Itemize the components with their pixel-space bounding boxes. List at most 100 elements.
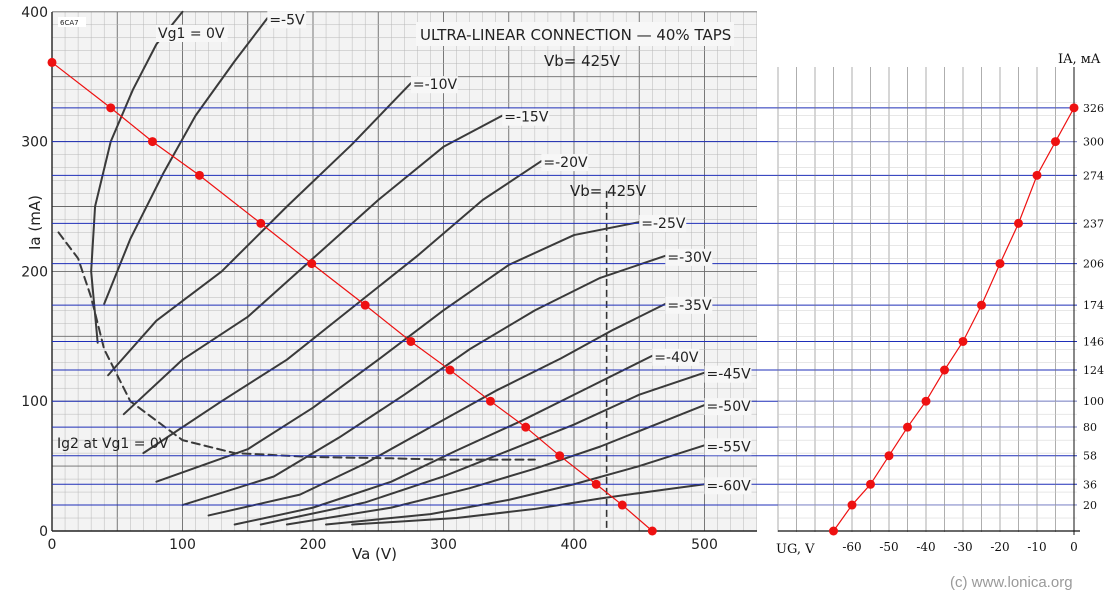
- x-tick-label: 300: [430, 537, 457, 553]
- curve-label-bg: [267, 11, 307, 29]
- transfer-curve-point: [921, 396, 931, 406]
- transfer-y-tick-label: 326: [1083, 102, 1104, 115]
- transfer-curve-point: [847, 500, 857, 510]
- transfer-x-tick-labels: -60 -50 -40 -30 -20 -10 0: [842, 540, 1077, 554]
- load-line: [47, 57, 657, 536]
- plate-curve: [181, 254, 667, 507]
- curve-label: =-35V: [667, 298, 712, 314]
- transfer-y-tick-label: 206: [1083, 258, 1104, 271]
- curve-label: =-40V: [654, 350, 699, 366]
- ig2-curve: [57, 231, 536, 461]
- transfer-curve-point: [977, 300, 986, 310]
- plate-curve: [155, 221, 641, 483]
- x-tick-label: 500: [691, 537, 718, 553]
- plate-curve: [122, 114, 504, 416]
- curve-label-bg: [665, 296, 713, 314]
- plate-curve: [207, 302, 667, 517]
- transfer-characteristic-chart: -60 -50 -40 -30 -20 -10 0 326 300 274 237 206 174 14…: [776, 52, 1104, 557]
- transfer-grid: [777, 67, 1080, 535]
- ig2-annotation: Ig2 at Vg1 = 0V: [57, 436, 169, 452]
- corner-tag: 6CA7: [60, 19, 79, 27]
- transfer-curve-point: [1032, 170, 1042, 180]
- title-box: [416, 22, 734, 46]
- plate-characteristics-chart: ULTRA-LINEAR CONNECTION — 40% TAPS Vb= 4…: [21, 5, 1077, 563]
- load-line-point: [591, 479, 601, 489]
- transfer-curve-point: [1051, 137, 1060, 147]
- curve-label-bg: [652, 348, 700, 366]
- curve-label-bg: [410, 76, 458, 94]
- y-tick-label: 100: [21, 394, 48, 410]
- load-line-point: [47, 57, 57, 67]
- x-tick-label: 200: [300, 537, 327, 553]
- curve-label: =-20V: [543, 155, 588, 171]
- load-line-point: [617, 500, 627, 510]
- current-level-lines: [52, 107, 1077, 506]
- curve-label-bg: [639, 215, 687, 233]
- curve-label: =-50V: [707, 399, 752, 415]
- grid-voltage-labels: Vg1 = 0V =-5V =-10V =-15V =-20V =-25V =-30V =-3…: [156, 11, 752, 495]
- curve-label: Vg1 = 0V: [158, 26, 225, 42]
- load-line-point: [106, 103, 116, 113]
- load-line-point: [445, 365, 455, 375]
- curve-label-bg: [665, 248, 713, 266]
- transfer-y-tick-label: 300: [1083, 136, 1104, 149]
- curve-label: =-15V: [504, 110, 549, 126]
- plate-curve: [285, 404, 706, 526]
- y-tick-label: 300: [21, 135, 48, 151]
- x-tick-label: 100: [169, 537, 196, 553]
- plate-curve: [259, 371, 706, 526]
- transfer-x-tick-label: -50: [879, 540, 898, 554]
- plate-curve: [107, 82, 412, 377]
- transfer-curve: [829, 103, 1079, 536]
- transfer-y-tick-label: 146: [1083, 335, 1104, 348]
- curve-label: =-5V: [269, 12, 305, 28]
- transfer-y-tick-label: 274: [1083, 169, 1104, 182]
- x-tick-label: 400: [561, 537, 588, 553]
- transfer-curve-point: [829, 526, 838, 536]
- load-line-point: [307, 259, 317, 269]
- transfer-curve-point: [1069, 103, 1079, 113]
- transfer-x-tick-label: -30: [953, 540, 972, 554]
- curve-label-bg: [704, 477, 752, 495]
- load-line-point: [555, 451, 565, 461]
- x-tick-labels: 0 100 200 300 400 500: [48, 537, 718, 553]
- transfer-x-tick-label: -10: [1027, 540, 1046, 554]
- transfer-curve-point: [1014, 218, 1023, 228]
- load-line-point: [485, 396, 495, 406]
- curve-label-bg: [704, 438, 752, 456]
- transfer-curve-path: [833, 107, 1075, 532]
- load-line-point: [194, 170, 204, 180]
- transfer-y-tick-label: 237: [1083, 217, 1104, 230]
- transfer-y-tick-label: 174: [1083, 299, 1104, 312]
- y-tick-label: 400: [21, 5, 48, 21]
- transfer-y-tick-label: 80: [1083, 421, 1097, 434]
- plate-curve: [325, 444, 706, 526]
- transfer-curve-point: [903, 422, 912, 432]
- curve-label: =-25V: [641, 216, 686, 232]
- curve-label: =-45V: [707, 367, 752, 383]
- transfer-y-tick-labels: 326 300 274 237 206 174 146 124 100 80 58 36 20: [1083, 102, 1104, 512]
- curve-label: =-30V: [667, 250, 712, 266]
- y-tick-label: 200: [21, 264, 48, 280]
- transfer-y-tick-label: 58: [1083, 450, 1097, 463]
- y-tick-labels: 0 100 200 300 400: [21, 5, 48, 540]
- transfer-y-tick-label: 36: [1083, 478, 1097, 491]
- y-tick-label: 0: [39, 524, 48, 540]
- x-tick-label: 0: [48, 537, 57, 553]
- load-line-point: [256, 218, 266, 228]
- transfer-x-tick-label: -40: [916, 540, 935, 554]
- vb-annotation-mid: Vb= 425V: [570, 182, 647, 200]
- transfer-curve-point: [866, 479, 875, 489]
- curve-label-bg: [541, 154, 589, 172]
- plate-curve: [103, 17, 269, 305]
- x-axis-title: Va (V): [352, 545, 397, 563]
- vb-annotation-top: Vb= 425V: [544, 52, 621, 70]
- load-line-point: [647, 526, 657, 536]
- transfer-x-tick-label: -20: [990, 540, 1009, 554]
- transfer-x-tick-label: 0: [1070, 540, 1078, 554]
- load-line-point: [406, 336, 416, 346]
- plate-curves: [57, 10, 706, 526]
- transfer-y-tick-label: 20: [1083, 499, 1097, 512]
- transfer-curve-point: [940, 365, 949, 375]
